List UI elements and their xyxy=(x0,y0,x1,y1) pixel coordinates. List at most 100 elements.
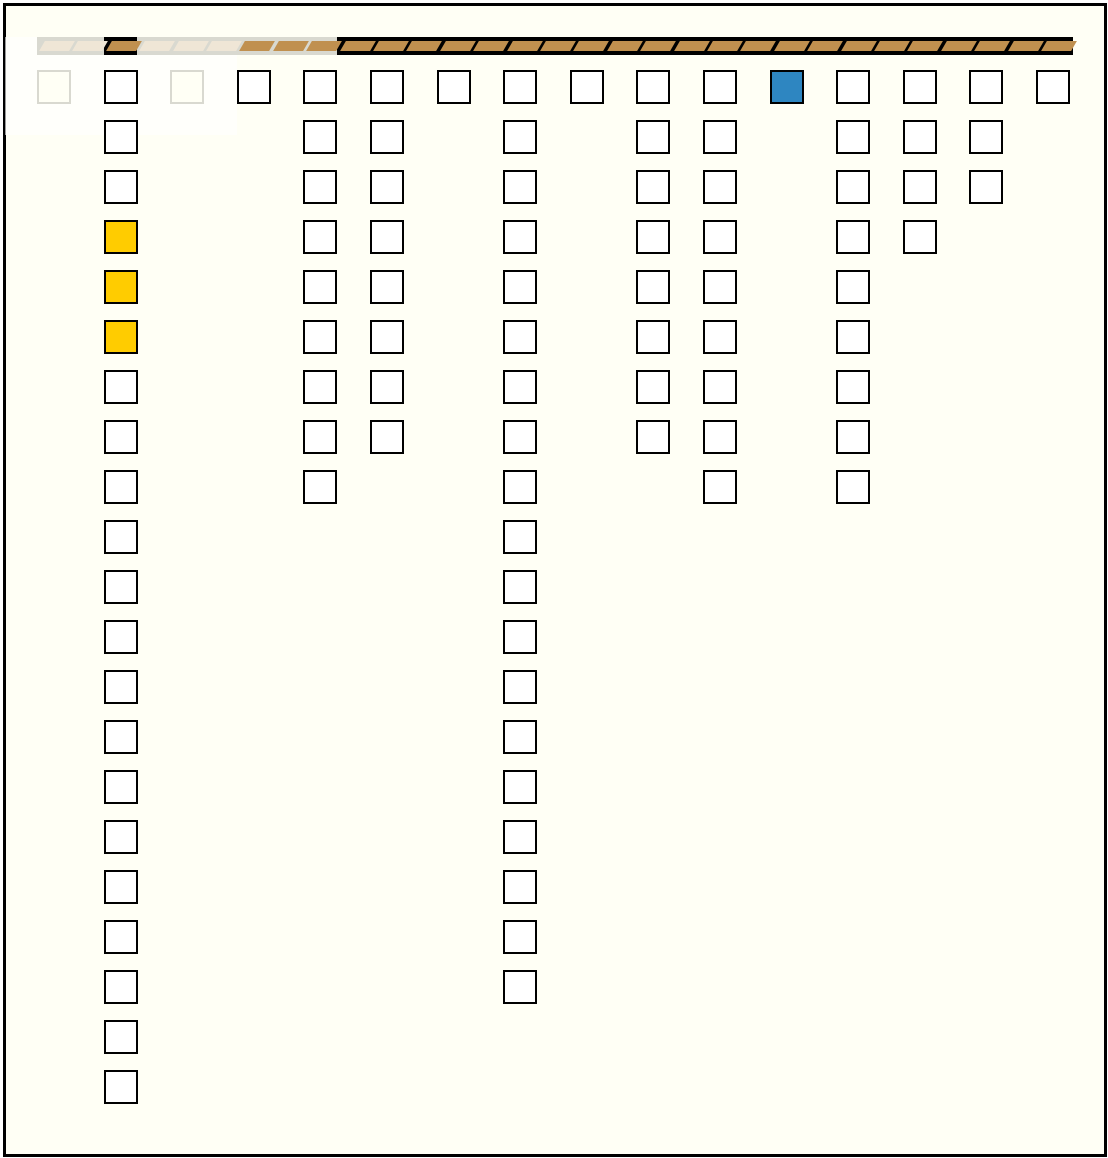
grid-cell[interactable] xyxy=(103,70,138,104)
grid-cell[interactable] xyxy=(103,220,138,254)
grid-cell[interactable] xyxy=(703,70,737,104)
grid-cell[interactable] xyxy=(370,70,404,104)
grid-cell[interactable] xyxy=(503,370,538,404)
grid-cell[interactable] xyxy=(103,520,138,554)
grid-cell[interactable] xyxy=(503,970,538,1004)
grid-cell[interactable] xyxy=(636,220,671,254)
grid-cell[interactable] xyxy=(103,570,138,604)
grid-cell[interactable] xyxy=(902,170,937,204)
grid-cell[interactable] xyxy=(703,270,737,304)
grid-cell[interactable] xyxy=(103,370,138,404)
grid-cell[interactable] xyxy=(902,120,937,154)
grid-cell[interactable] xyxy=(503,770,538,804)
grid-cell[interactable] xyxy=(303,220,338,254)
grid-cell[interactable] xyxy=(636,420,671,454)
bar-segment xyxy=(673,41,710,51)
grid-cell[interactable] xyxy=(969,170,1004,204)
grid-cell[interactable] xyxy=(503,70,538,104)
grid-cell[interactable] xyxy=(503,470,538,504)
grid-cell[interactable] xyxy=(503,820,538,854)
grid-cell[interactable] xyxy=(503,570,538,604)
grid-cell[interactable] xyxy=(436,70,471,104)
grid-cell[interactable] xyxy=(636,170,671,204)
grid-cell[interactable] xyxy=(370,120,404,154)
grid-cell[interactable] xyxy=(170,70,205,104)
grid-cell[interactable] xyxy=(703,120,737,154)
grid-cell[interactable] xyxy=(769,70,804,104)
grid-cell[interactable] xyxy=(303,70,338,104)
grid-cell[interactable] xyxy=(370,270,404,304)
grid-cell[interactable] xyxy=(103,1070,138,1104)
grid-cell[interactable] xyxy=(370,420,404,454)
grid-cell[interactable] xyxy=(303,320,338,354)
grid-cell[interactable] xyxy=(503,420,538,454)
grid-cell[interactable] xyxy=(836,270,871,304)
grid-cell[interactable] xyxy=(503,320,538,354)
grid-cell[interactable] xyxy=(503,270,538,304)
grid-cell[interactable] xyxy=(103,470,138,504)
grid-cell[interactable] xyxy=(370,170,404,204)
grid-cell[interactable] xyxy=(503,170,538,204)
grid-cell[interactable] xyxy=(103,820,138,854)
bar-segment xyxy=(606,41,643,51)
grid-cell[interactable] xyxy=(836,120,871,154)
grid-cell[interactable] xyxy=(503,720,538,754)
grid-cell[interactable] xyxy=(503,620,538,654)
grid-cell[interactable] xyxy=(836,220,871,254)
grid-cell[interactable] xyxy=(836,170,871,204)
grid-cell[interactable] xyxy=(902,70,937,104)
grid-cell[interactable] xyxy=(103,320,138,354)
grid-cell[interactable] xyxy=(103,1020,138,1054)
grid-cell[interactable] xyxy=(836,70,871,104)
grid-cell[interactable] xyxy=(303,420,338,454)
grid-cell[interactable] xyxy=(902,220,937,254)
grid-cell[interactable] xyxy=(370,370,404,404)
grid-cell[interactable] xyxy=(703,470,737,504)
grid-cell[interactable] xyxy=(703,320,737,354)
grid-cell[interactable] xyxy=(836,470,871,504)
grid-cell[interactable] xyxy=(703,370,737,404)
grid-cell[interactable] xyxy=(103,720,138,754)
grid-cell[interactable] xyxy=(703,220,737,254)
grid-cell[interactable] xyxy=(836,320,871,354)
grid-cell[interactable] xyxy=(303,270,338,304)
grid-cell[interactable] xyxy=(969,120,1004,154)
grid-cell[interactable] xyxy=(636,320,671,354)
grid-cell[interactable] xyxy=(503,120,538,154)
grid-cell[interactable] xyxy=(636,370,671,404)
grid-cell[interactable] xyxy=(703,170,737,204)
grid-cell[interactable] xyxy=(303,370,338,404)
grid-cell[interactable] xyxy=(370,220,404,254)
grid-cell[interactable] xyxy=(503,220,538,254)
grid-cell[interactable] xyxy=(103,270,138,304)
grid-cell[interactable] xyxy=(103,770,138,804)
bar-segment xyxy=(306,41,343,51)
grid-cell[interactable] xyxy=(103,120,138,154)
grid-cell[interactable] xyxy=(103,970,138,1004)
grid-cell[interactable] xyxy=(303,170,338,204)
grid-cell[interactable] xyxy=(636,120,671,154)
grid-cell[interactable] xyxy=(503,670,538,704)
grid-cell[interactable] xyxy=(703,420,737,454)
grid-cell[interactable] xyxy=(103,670,138,704)
grid-cell[interactable] xyxy=(569,70,604,104)
grid-cell[interactable] xyxy=(303,470,338,504)
grid-cell[interactable] xyxy=(236,70,271,104)
grid-cell[interactable] xyxy=(370,320,404,354)
grid-cell[interactable] xyxy=(636,70,671,104)
grid-cell[interactable] xyxy=(37,70,71,104)
grid-cell[interactable] xyxy=(503,920,538,954)
grid-cell[interactable] xyxy=(1036,70,1070,104)
grid-cell[interactable] xyxy=(103,870,138,904)
grid-cell[interactable] xyxy=(103,920,138,954)
grid-cell[interactable] xyxy=(103,620,138,654)
grid-cell[interactable] xyxy=(836,370,871,404)
grid-cell[interactable] xyxy=(503,870,538,904)
grid-cell[interactable] xyxy=(836,420,871,454)
grid-cell[interactable] xyxy=(969,70,1004,104)
grid-cell[interactable] xyxy=(303,120,338,154)
grid-cell[interactable] xyxy=(503,520,538,554)
grid-cell[interactable] xyxy=(636,270,671,304)
grid-cell[interactable] xyxy=(103,170,138,204)
grid-cell[interactable] xyxy=(103,420,138,454)
